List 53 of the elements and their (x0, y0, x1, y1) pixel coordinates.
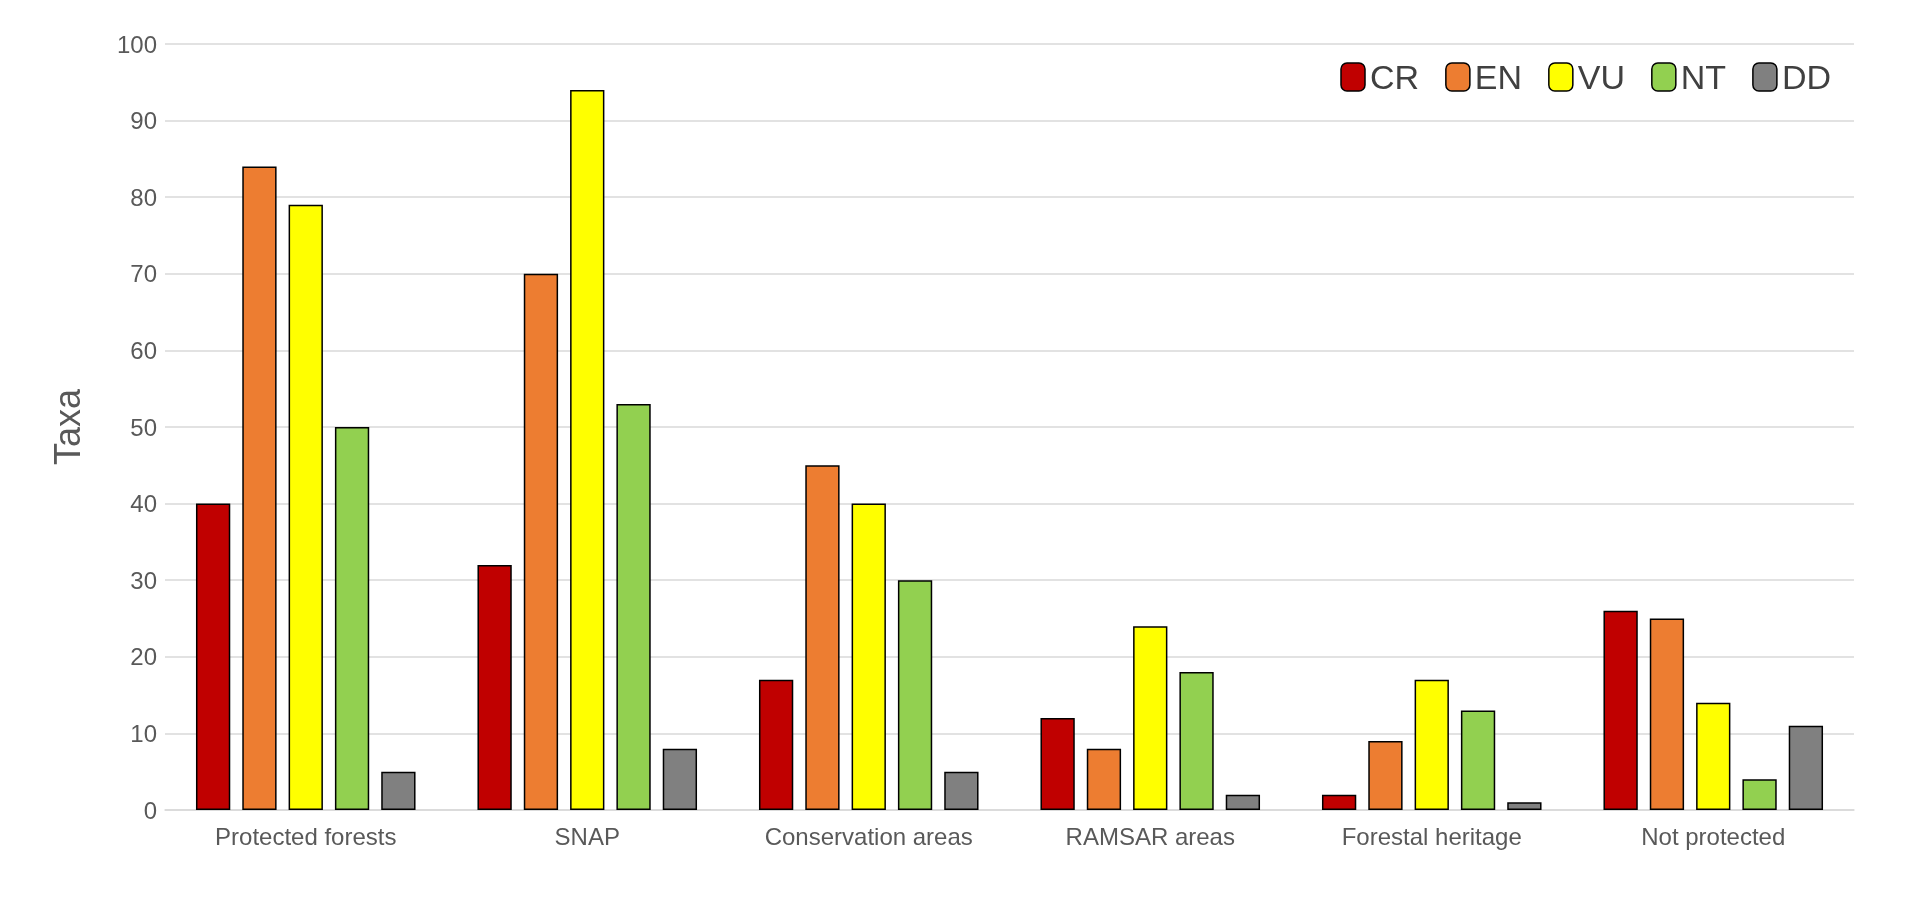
bar (1368, 741, 1403, 810)
bar (1321, 794, 1357, 810)
bar (1649, 618, 1685, 810)
y-tick-label: 80 (130, 183, 157, 211)
bar (1040, 718, 1075, 810)
y-tick-label: 10 (130, 719, 157, 747)
y-tick-label: 40 (130, 490, 157, 518)
bar (616, 404, 651, 810)
bar (523, 273, 559, 810)
x-tick-label: Protected forests (215, 822, 397, 850)
y-tick-label: 50 (130, 413, 157, 441)
y-tick-label: 30 (130, 566, 157, 594)
bar (1179, 672, 1214, 810)
bar (1788, 725, 1824, 810)
y-tick-label: 90 (130, 107, 157, 135)
x-tick-label: Forestal heritage (1341, 822, 1522, 850)
bar (1086, 748, 1122, 810)
bar (1696, 702, 1731, 810)
legend-label: VU (1577, 58, 1626, 96)
y-tick-label: 70 (130, 260, 157, 288)
bar (334, 427, 370, 810)
bar (381, 771, 416, 810)
bar (1414, 679, 1449, 810)
bar (805, 465, 840, 810)
y-tick-label: 60 (130, 336, 157, 364)
bar (662, 748, 698, 810)
bar (758, 679, 794, 810)
y-tick-label: 20 (130, 643, 157, 671)
bar (897, 580, 933, 810)
bar (1507, 802, 1542, 810)
x-tick-label: Not protected (1641, 822, 1786, 850)
legend-label: CR (1370, 58, 1420, 96)
bar (477, 564, 512, 810)
legend-label: DD (1781, 58, 1831, 96)
legend-label: EN (1474, 58, 1523, 96)
bar (1460, 710, 1496, 810)
y-axis-title: Taxa (46, 388, 88, 466)
bar (944, 771, 979, 810)
bar (1742, 779, 1777, 810)
bar (195, 503, 231, 810)
bar (1603, 610, 1638, 810)
legend-label: NT (1680, 58, 1727, 96)
x-tick-label: Conservation areas (764, 822, 973, 850)
x-tick-label: RAMSAR areas (1065, 822, 1235, 850)
bar (851, 503, 886, 810)
y-tick-label: 0 (143, 796, 157, 824)
y-tick-label: 100 (116, 30, 157, 58)
bar (288, 204, 323, 810)
bar (1225, 794, 1261, 810)
bar (1133, 626, 1168, 810)
x-tick-label: SNAP (554, 822, 620, 850)
bar (570, 89, 605, 810)
bar (242, 166, 277, 810)
